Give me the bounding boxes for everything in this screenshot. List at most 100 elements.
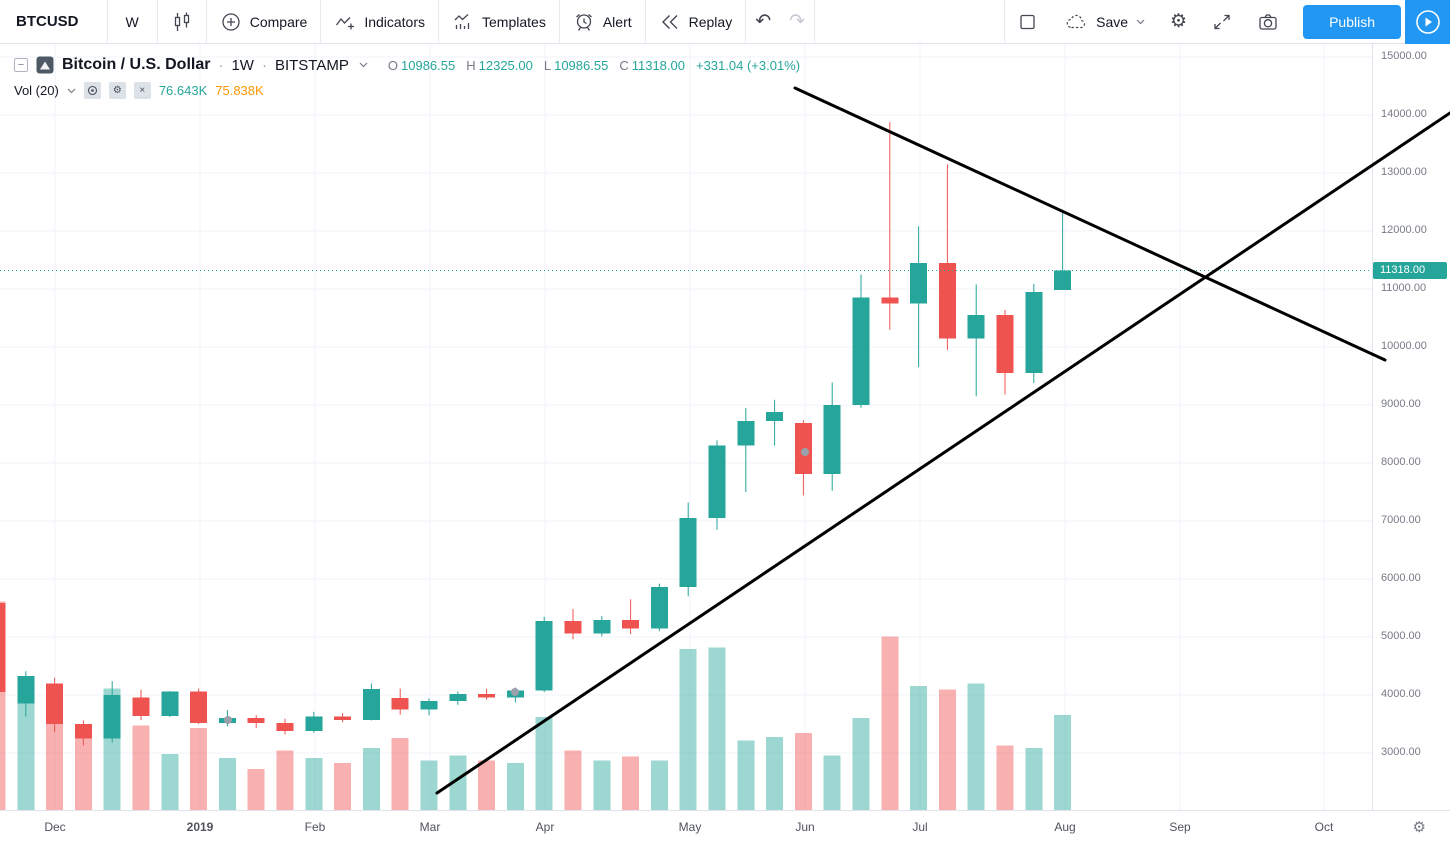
- indicator-settings-button[interactable]: ⚙: [108, 82, 126, 99]
- chevron-down-icon[interactable]: [67, 88, 76, 94]
- axis-settings-gear-icon[interactable]: ⚙: [1412, 819, 1426, 836]
- candle-body: [218, 718, 236, 723]
- legend-main-row: − Bitcoin / U.S. Dollar · 1W · BITSTAMP …: [14, 56, 800, 74]
- top-toolbar: BTCUSD W Compare: [0, 0, 1450, 44]
- alert-button[interactable]: Alert: [560, 0, 645, 43]
- ideas-stream-button[interactable]: [1405, 0, 1450, 44]
- legend-exchange[interactable]: BITSTAMP: [274, 56, 349, 74]
- candle-body: [17, 675, 35, 704]
- volume-bar: [218, 757, 236, 810]
- redo-icon[interactable]: ↷: [789, 11, 806, 32]
- volume-bar: [506, 762, 524, 810]
- volume-bar: [190, 728, 208, 810]
- time-axis[interactable]: ⚙ Dec 2019 Feb Mar Apr May Jun Jul Aug Sep Oct: [0, 810, 1450, 842]
- save-label: Save: [1096, 13, 1129, 30]
- anchor-dot[interactable]: [801, 448, 809, 456]
- price-axis-label: 6000.00: [1381, 572, 1421, 584]
- publish-button[interactable]: Publish: [1303, 4, 1401, 39]
- volume-bar: [852, 718, 870, 810]
- symbol-title[interactable]: Bitcoin / U.S. Dollar: [62, 56, 211, 73]
- volume-bar: [391, 738, 409, 810]
- legend-interval[interactable]: 1W: [231, 56, 254, 74]
- chevron-down-icon[interactable]: [359, 62, 368, 68]
- indicator-visibility-button[interactable]: [83, 82, 101, 99]
- open-label: O: [387, 57, 398, 73]
- candle-body: [103, 695, 121, 739]
- candle-body: [1025, 291, 1043, 374]
- candle-body: [46, 683, 64, 724]
- volume-bar: [967, 683, 985, 810]
- close-value: 11318.00: [631, 57, 685, 73]
- compare-button[interactable]: Compare: [207, 0, 321, 43]
- fullscreen-button[interactable]: [1199, 0, 1245, 43]
- save-button[interactable]: Save: [1051, 11, 1158, 33]
- candle-body: [247, 718, 265, 723]
- toolbar-right-group: Save ⚙: [1004, 0, 1450, 44]
- indicators-icon: [336, 16, 355, 29]
- price-axis-label: 15000.00: [1381, 50, 1427, 62]
- indicators-button[interactable]: Indicators: [321, 0, 438, 43]
- gear-icon: ⚙: [1170, 11, 1188, 32]
- symbol-button[interactable]: BTCUSD: [16, 13, 79, 30]
- candle-body: [132, 697, 150, 716]
- compare-plus-icon: [222, 12, 240, 31]
- toolbar-separator: [644, 0, 646, 43]
- indicator-remove-button[interactable]: ×: [133, 82, 151, 99]
- price-axis-label: 9000.00: [1381, 398, 1421, 410]
- time-axis-label: Jun: [795, 820, 815, 834]
- candle-body: [74, 724, 92, 739]
- alert-label: Alert: [602, 13, 632, 30]
- replay-button[interactable]: Replay: [646, 0, 746, 43]
- chart-canvas[interactable]: [0, 44, 1450, 810]
- low-value: 10986.55: [554, 57, 609, 73]
- time-axis-label: Apr: [535, 820, 555, 834]
- candle-body: [708, 445, 726, 519]
- play-circle-icon: [1415, 9, 1440, 34]
- candle-body: [0, 602, 6, 693]
- volume-bar: [334, 762, 352, 810]
- templates-button[interactable]: Templates: [439, 0, 559, 43]
- fullscreen-icon: [1214, 14, 1230, 29]
- layout-button[interactable]: [1005, 0, 1051, 43]
- candle-body: [852, 297, 870, 405]
- chevron-down-icon: [1136, 19, 1145, 24]
- toolbar-separator: [205, 0, 207, 43]
- toolbar-left-group: BTCUSD W Compare: [0, 0, 816, 43]
- chart-type-button[interactable]: [158, 0, 206, 43]
- volume-bar: [593, 760, 611, 810]
- time-axis-label: Oct: [1314, 820, 1334, 834]
- price-axis[interactable]: 15000.00 14000.00 13000.00 12000.00 11000.00…: [1372, 44, 1450, 810]
- interval-button[interactable]: W: [125, 13, 139, 30]
- collapse-legend-button[interactable]: −: [14, 58, 28, 72]
- chart-settings-button[interactable]: ⚙: [1158, 0, 1199, 43]
- volume-bar: [650, 760, 668, 810]
- volume-bar: [0, 601, 6, 810]
- candle-body: [823, 405, 841, 475]
- volume-bar: [161, 754, 179, 810]
- snapshot-button[interactable]: [1245, 0, 1291, 43]
- price-axis-label: 8000.00: [1381, 456, 1421, 468]
- trend-line[interactable]: [793, 86, 1387, 362]
- templates-label: Templates: [482, 13, 546, 30]
- volume-bar: [132, 725, 150, 810]
- time-axis-label: Aug: [1054, 820, 1076, 834]
- candle-body: [535, 620, 553, 691]
- toolbar-separator: [106, 0, 108, 43]
- volume-bar: [46, 692, 64, 810]
- volume-bar: [1054, 714, 1072, 810]
- candle-body: [305, 716, 323, 731]
- price-axis-label: 3000.00: [1381, 746, 1421, 758]
- anchor-dot[interactable]: [511, 688, 519, 696]
- toolbar-separator: [558, 0, 560, 43]
- candle-body: [593, 620, 611, 634]
- anchor-dot[interactable]: [224, 716, 232, 724]
- volume-bar: [74, 733, 92, 810]
- time-axis-label: Sep: [1169, 820, 1191, 834]
- current-price-tag: 11318.00: [1373, 262, 1447, 280]
- undo-icon[interactable]: ↶: [755, 11, 772, 32]
- trend-line[interactable]: [435, 111, 1450, 795]
- time-axis-label: Feb: [304, 820, 326, 834]
- volume-indicator-label[interactable]: Vol (20): [14, 83, 59, 98]
- chart-legend: − Bitcoin / U.S. Dollar · 1W · BITSTAMP …: [14, 56, 800, 99]
- toolbar-separator: [745, 0, 747, 43]
